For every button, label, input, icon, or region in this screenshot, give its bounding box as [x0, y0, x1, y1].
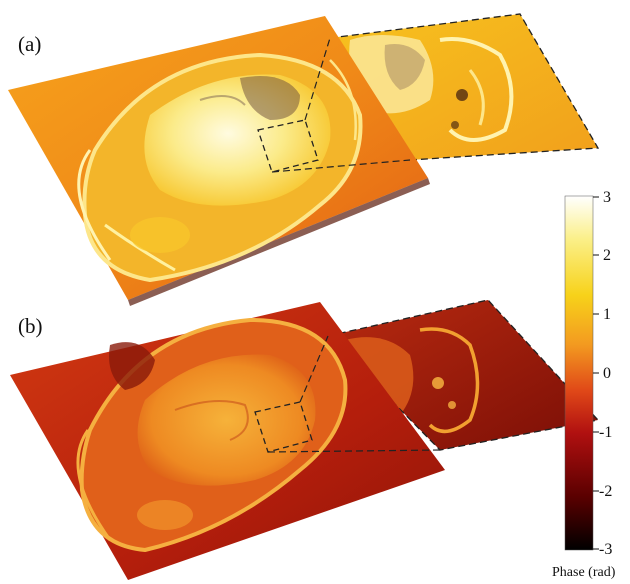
colorbar-tick-label: -1	[599, 424, 612, 441]
panel-b-label: (b)	[18, 314, 43, 338]
colorbar-title: Phase (rad)	[552, 565, 616, 580]
colorbar-tick-label: -3	[599, 541, 612, 558]
panel-a-map	[8, 13, 600, 306]
colorbar-tick-label: 1	[603, 306, 611, 323]
colorbar-tick-label: 2	[603, 247, 611, 264]
colorbar-ticks	[593, 196, 599, 550]
panel-b-zoom-plane	[328, 300, 598, 450]
panel-b-map	[10, 299, 600, 580]
colorbar-gradient	[564, 195, 594, 551]
colorbar: 3 2 1 0 -1 -2 -3	[564, 189, 612, 558]
colorbar-tick-label: -2	[599, 483, 612, 500]
panel-a-label: (a)	[18, 32, 42, 56]
colorbar-tick-label: 0	[603, 365, 611, 382]
colorbar-tick-label: 3	[603, 189, 611, 206]
